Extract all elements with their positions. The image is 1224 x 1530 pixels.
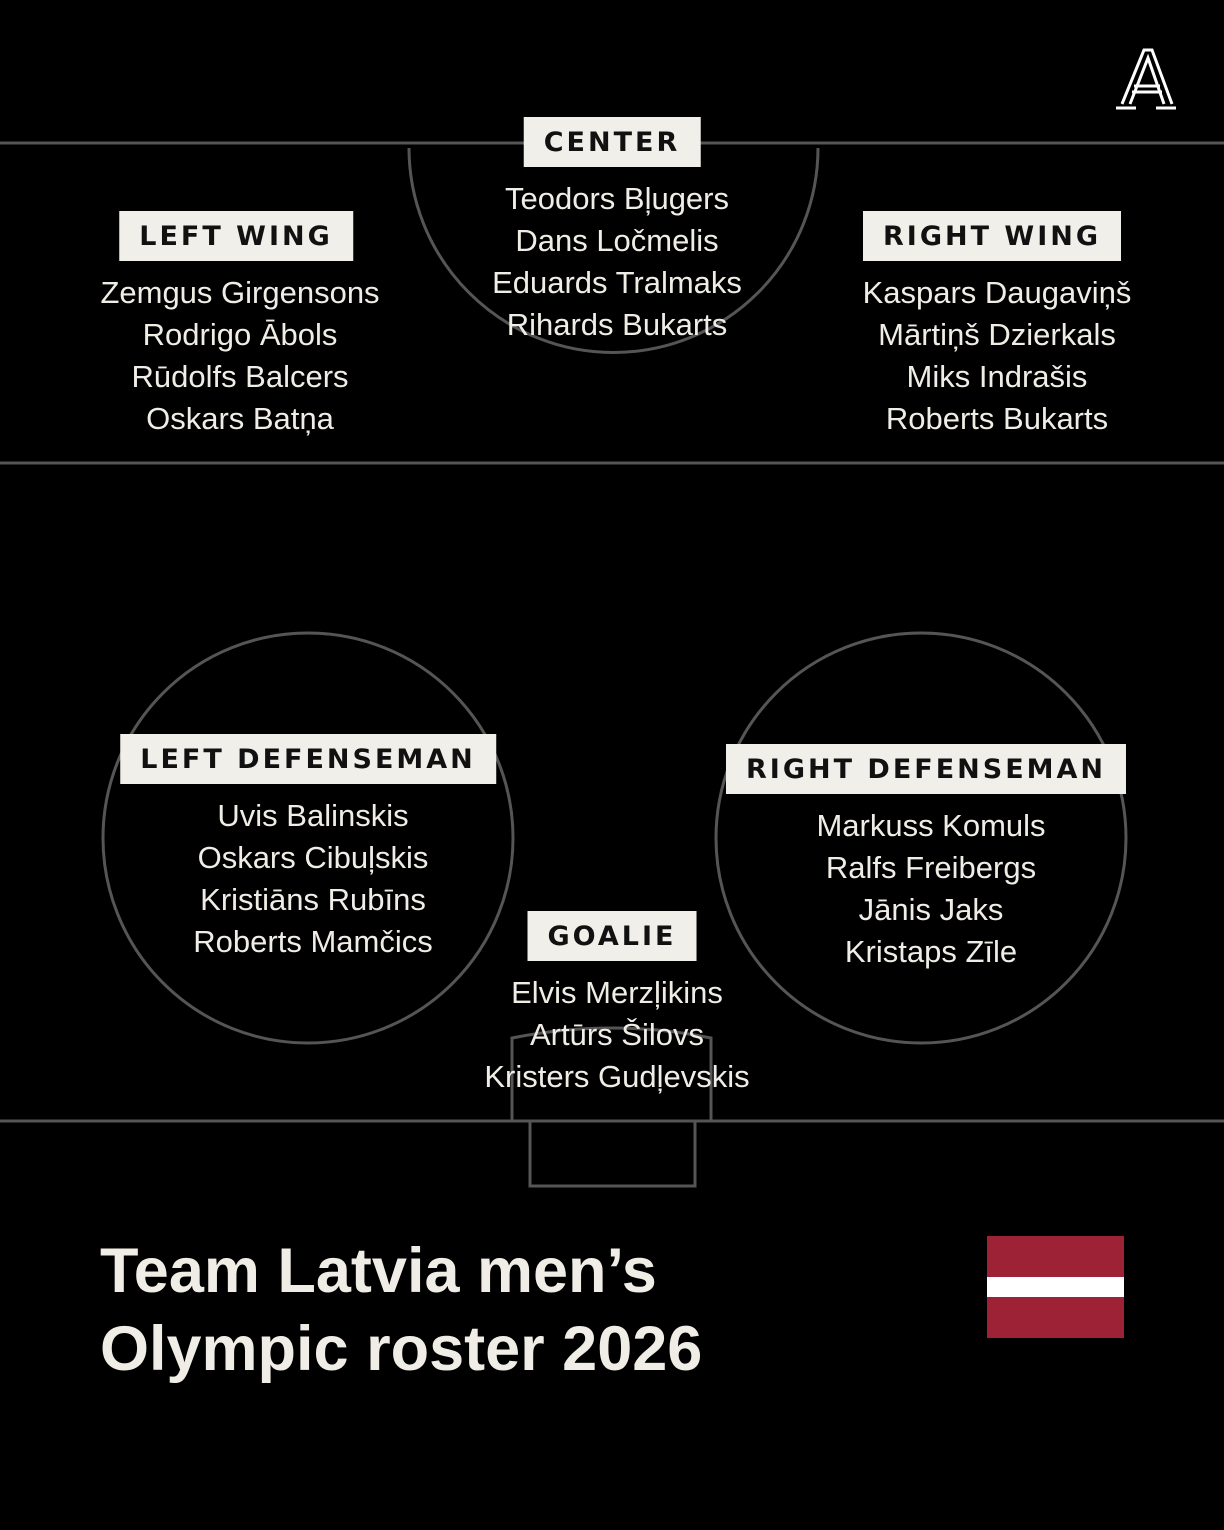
page-title: Team Latvia men’s Olympic roster 2026 xyxy=(100,1232,702,1388)
latvia-flag-icon xyxy=(987,1236,1124,1338)
title-line-1: Team Latvia men’s xyxy=(100,1236,657,1306)
player-name: Elvis Merzļikins xyxy=(511,975,723,1010)
player-name: Rodrigo Ābols xyxy=(142,317,338,352)
goal-crease xyxy=(510,1026,713,1121)
player-name: Eduards Tralmaks xyxy=(492,265,742,300)
player-name: Kristiāns Rubīns xyxy=(200,882,426,917)
left-faceoff-circle xyxy=(101,631,515,1045)
left-defenseman-players: Uvis Balinskis Oskars Cibuļskis Kristiān… xyxy=(193,795,432,963)
right-wing-players: Kaspars Daugaviņš Mārtiņš Dzierkals Miks… xyxy=(863,272,1132,440)
player-name: Kristers Gudļevskis xyxy=(484,1059,750,1094)
player-name: Mārtiņš Dzierkals xyxy=(878,317,1116,352)
player-name: Kristaps Zīle xyxy=(844,934,1018,969)
player-name: Uvis Balinskis xyxy=(217,798,409,833)
left-wing-label: LEFT WING xyxy=(119,211,353,261)
player-name: Dans Ločmelis xyxy=(515,223,719,258)
center-circle xyxy=(407,147,820,354)
player-name: Kaspars Daugaviņš xyxy=(862,275,1132,310)
right-defenseman-label: RIGHT DEFENSEMAN xyxy=(725,744,1127,794)
player-name: Roberts Bukarts xyxy=(885,401,1109,436)
player-name: Markuss Komuls xyxy=(816,808,1046,843)
left-defenseman-label: LEFT DEFENSEMAN xyxy=(120,734,496,784)
goal-net xyxy=(528,1119,697,1188)
player-name: Miks Indrašis xyxy=(906,359,1088,394)
center-label: CENTER xyxy=(523,117,701,167)
center-players: Teodors Bļugers Dans Ločmelis Eduards Tr… xyxy=(492,178,742,346)
right-faceoff-circle xyxy=(714,631,1128,1045)
player-name: Jānis Jaks xyxy=(858,892,1004,927)
player-name: Oskars Cibuļskis xyxy=(197,840,429,875)
athletic-logo-icon xyxy=(1116,48,1176,110)
player-name: Teodors Bļugers xyxy=(504,181,730,216)
goalie-players: Elvis Merzļikins Artūrs Šilovs Kristers … xyxy=(484,972,749,1098)
player-name: Oskars Batņa xyxy=(146,401,334,436)
goalie-label: GOALIE xyxy=(527,911,697,961)
player-name: Zemgus Girgensons xyxy=(100,275,380,310)
flag-white-band xyxy=(987,1277,1124,1297)
right-wing-label: RIGHT WING xyxy=(863,211,1121,261)
player-name: Rūdolfs Balcers xyxy=(131,359,349,394)
player-name: Rihards Bukarts xyxy=(506,307,728,342)
player-name: Roberts Mamčics xyxy=(193,924,433,959)
right-defenseman-players: Markuss Komuls Ralfs Freibergs Jānis Jak… xyxy=(816,805,1045,973)
player-name: Ralfs Freibergs xyxy=(825,850,1037,885)
left-wing-players: Zemgus Girgensons Rodrigo Ābols Rūdolfs … xyxy=(100,272,379,440)
title-line-2: Olympic roster 2026 xyxy=(100,1314,703,1384)
player-name: Artūrs Šilovs xyxy=(530,1017,704,1052)
